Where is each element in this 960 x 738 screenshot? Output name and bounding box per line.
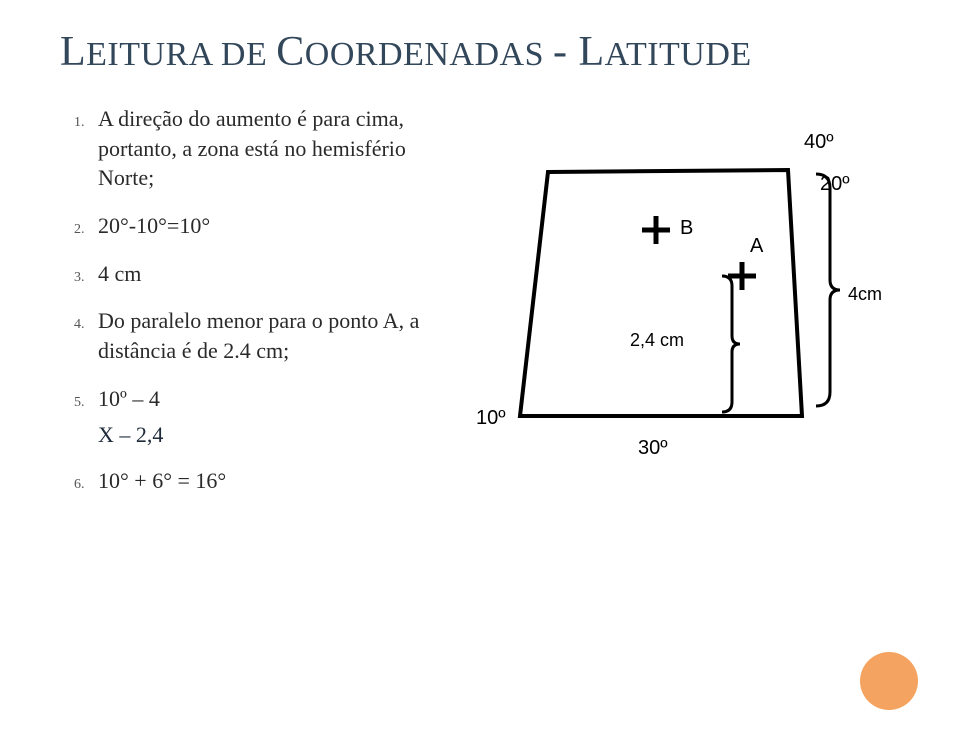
title-cap-1: L [60, 29, 86, 75]
title-part-1: EITURA DE [86, 36, 276, 73]
steps-column: A direção do aumento é para cima, portan… [60, 104, 440, 513]
step-2: 20°-10°=10° [88, 211, 440, 241]
step-1: A direção do aumento é para cima, portan… [88, 104, 440, 193]
point-b-marker: B [642, 216, 693, 244]
step-5: 10º – 4 [88, 384, 440, 414]
diagram-column: B A 2,4 cm 40º 20º 4cm 10º [460, 104, 900, 513]
label-4cm: 4cm [848, 284, 882, 304]
distance-ab-label: 2,4 cm [630, 330, 684, 350]
step-6: 10° + 6° = 16° [88, 466, 440, 496]
accent-dot [860, 652, 918, 710]
map-frame [520, 170, 802, 416]
steps-list-2: 10° + 6° = 16° [60, 466, 440, 496]
label-40: 40º [804, 131, 834, 153]
step-3: 4 cm [88, 259, 440, 289]
title-cap-2: C [276, 29, 305, 75]
content-row: A direção do aumento é para cima, portan… [60, 104, 900, 513]
inner-brace [722, 276, 740, 412]
steps-list: A direção do aumento é para cima, portan… [60, 104, 440, 414]
label-30: 30º [638, 437, 668, 459]
slide: LEITURA DE COORDENADAS - LATITUDE A dire… [0, 0, 960, 738]
outer-brace [816, 174, 840, 406]
point-a-marker: A [728, 235, 764, 290]
step-4: Do paralelo menor para o ponto A, a dist… [88, 306, 440, 365]
title-cap-3: - L [553, 29, 605, 75]
title-part-3: OORDENADAS [305, 36, 553, 73]
point-a-label: A [750, 235, 764, 257]
label-20: 20º [820, 173, 850, 195]
page-title: LEITURA DE COORDENADAS - LATITUDE [60, 28, 900, 76]
coordinate-diagram: B A 2,4 cm 40º 20º 4cm 10º [470, 114, 910, 494]
point-b-label: B [680, 217, 693, 239]
step-5b: X – 2,4 [98, 422, 440, 448]
title-part-5: ATITUDE [605, 36, 752, 73]
label-10: 10º [476, 407, 506, 429]
